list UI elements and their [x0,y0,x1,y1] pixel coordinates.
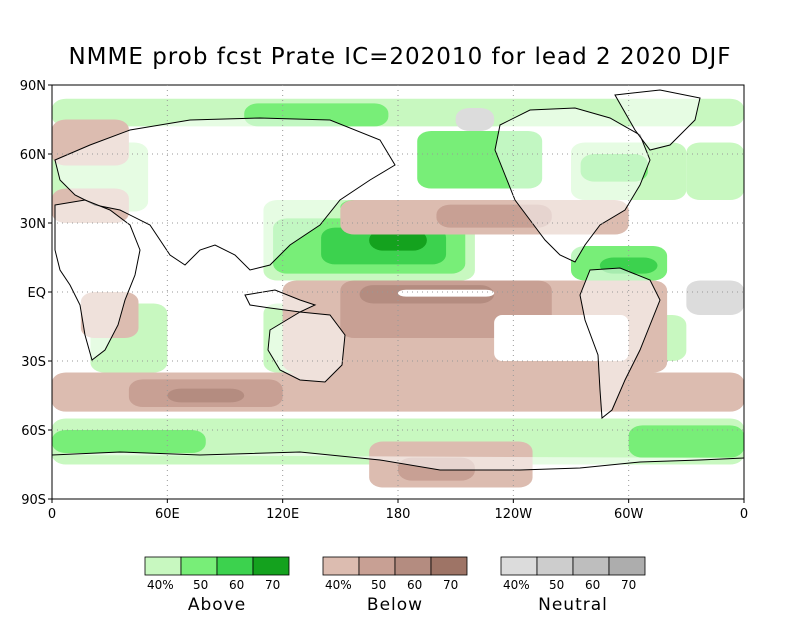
legend-swatch [216,556,254,576]
legend-swatch [536,556,574,576]
legend-tick-label: 40% [147,578,174,592]
africa-outline [54,199,141,361]
legend-swatch [500,556,538,576]
legend-swatch [394,556,432,576]
legend-tick-label: 40% [325,578,352,592]
legend-swatch [572,556,610,576]
legend-tick-label: 70 [621,578,636,592]
lon-tick-label: 120W [494,507,532,522]
lat-tick-label: 30S [21,355,46,370]
legend-tick-label: 50 [371,578,386,592]
region-below [167,388,245,403]
north-america-outline [494,107,651,263]
blank-region [398,289,495,297]
lat-tick-label: 60N [20,148,46,163]
legend-tick-label: 60 [229,578,244,592]
legend-swatch [322,556,360,576]
lat-tick-label: 90S [21,493,46,508]
legend-tick-label: 60 [407,578,422,592]
legend-below: 40% 50 60 70 Below [322,556,468,615]
region-above [686,142,744,200]
legend-swatch [608,556,646,576]
region-neutral [455,108,495,131]
region-above [628,425,744,458]
australia-outline [267,311,346,383]
legend-tick-label: 70 [265,578,280,592]
legend-title: Above [188,595,246,615]
legend-title: Neutral [538,595,608,615]
legend-swatch [180,556,218,576]
lat-tick-label: EQ [28,286,46,301]
legend-swatch [252,556,290,576]
legend-swatch [430,556,468,576]
longitude-axis: 0 60E 120E 180 120W 60W 0 [48,85,748,522]
lat-tick-label: 60S [21,424,46,439]
legend-tick-label: 60 [585,578,600,592]
lon-tick-label: 0 [48,507,56,522]
legend-neutral: 40% 50 60 70 Neutral [500,556,646,615]
legend: 40% 50 60 70 Above 40% 50 60 70 Below 40% 50 60 70 Neu… [144,556,646,615]
lon-tick-label: 120E [266,507,299,522]
region-above [52,430,206,453]
south-america-outline [579,267,661,419]
lon-tick-label: 60W [614,507,644,522]
legend-title: Below [367,595,423,615]
map-title: NMME prob fcst Prate IC=202010 for lead … [68,44,732,70]
lat-tick-label: 90N [20,79,46,94]
legend-tick-label: 50 [193,578,208,592]
legend-swatch [358,556,396,576]
indonesia-outline [244,289,317,313]
lon-tick-label: 180 [386,507,411,522]
eurasia-outline [54,117,396,271]
region-neutral [686,280,744,315]
lon-tick-label: 0 [740,507,748,522]
lon-tick-label: 60E [155,507,180,522]
legend-above: 40% 50 60 70 Above [144,556,290,615]
legend-tick-label: 40% [503,578,530,592]
legend-tick-label: 70 [443,578,458,592]
greenland-outline [614,89,701,151]
legend-tick-label: 50 [549,578,564,592]
lat-tick-label: 30N [20,217,46,232]
legend-swatch [144,556,182,576]
